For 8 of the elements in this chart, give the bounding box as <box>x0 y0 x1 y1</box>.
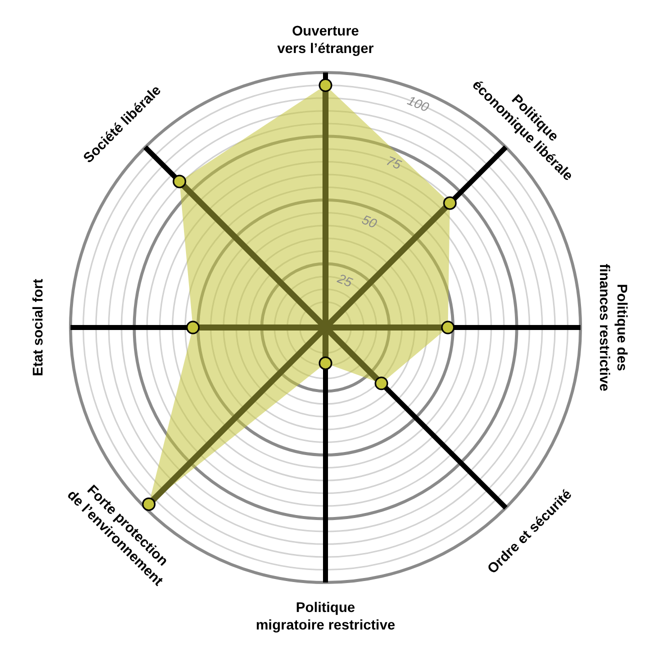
spoke-label: Etat social fort <box>29 278 46 376</box>
spoke-label: Politique migratoire restrictive <box>256 598 396 632</box>
spoke-label: Politique des finances restrictive <box>596 264 630 392</box>
spoke-label: Ouverture vers l’étranger <box>277 22 374 56</box>
y-tick-label: 75 <box>384 152 404 173</box>
y-tick-label: 50 <box>360 212 380 232</box>
y-tick-label: 25 <box>334 270 356 290</box>
y-tick-label: 100 <box>405 92 432 116</box>
